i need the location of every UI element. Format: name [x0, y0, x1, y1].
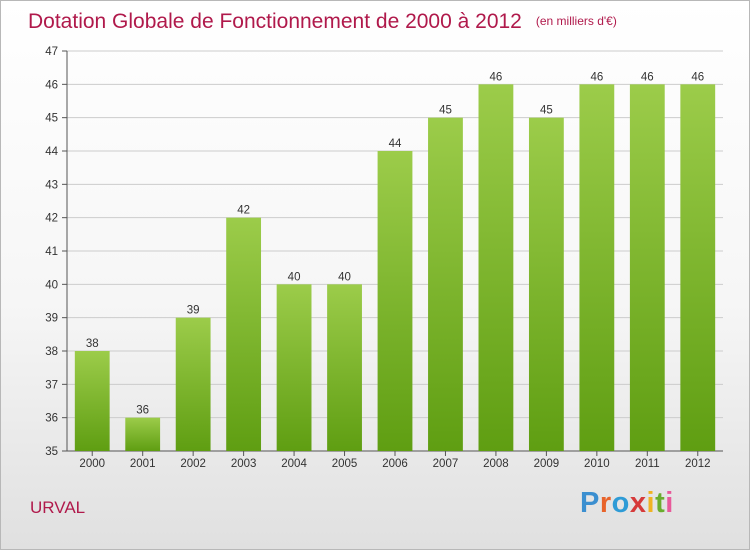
logo-letter: i: [646, 487, 656, 519]
bar-2003: [226, 217, 262, 451]
y-tick-labels: 35 36 37 38 39 40 41 42 43 44 45 46 47: [45, 46, 58, 458]
logo-letter: r: [599, 487, 612, 519]
y-tick-label: 43: [45, 179, 58, 191]
data-label-2006: 44: [389, 138, 402, 150]
bars: [74, 84, 716, 452]
x-tick-label: 2001: [130, 458, 156, 470]
bar-2006: [377, 151, 413, 451]
data-label-2007: 45: [439, 105, 452, 117]
logo-letter: x: [629, 487, 647, 519]
y-tick-label: 38: [45, 346, 58, 358]
data-label-2003: 42: [237, 205, 250, 217]
data-label-2001: 36: [136, 405, 149, 417]
data-label-2010: 46: [590, 71, 603, 83]
data-label-2000: 38: [86, 338, 99, 350]
x-tick-label: 2005: [332, 458, 358, 470]
data-labels: 38 36 39 42 40 40 44 45 46 45 46 46 46: [86, 71, 704, 416]
y-tick-label: 35: [45, 446, 58, 458]
x-tick-label: 2012: [685, 458, 711, 470]
bar-2007: [428, 117, 463, 452]
x-tick-labels: 2000 2001 2002 2003 2004 2005 2006 2007 2008 2009…: [79, 458, 710, 470]
data-label-2011: 46: [641, 71, 654, 83]
chart-title-unit: (en milliers d'€): [535, 14, 617, 28]
y-tick-label: 40: [45, 279, 58, 291]
bar-2002: [175, 317, 211, 451]
x-tick-label: 2008: [483, 458, 509, 470]
data-label-2008: 46: [490, 71, 503, 83]
bar-2004: [276, 284, 312, 451]
x-tick-label: 2004: [281, 458, 307, 470]
bar-2012: [680, 84, 716, 451]
x-tick-label: 2006: [382, 458, 408, 470]
logo-letter: P: [580, 487, 600, 519]
proxiti-logo: Proxiti: [580, 487, 674, 520]
data-label-2012: 46: [691, 71, 704, 83]
x-tick-label: 2003: [231, 458, 257, 470]
x-tick-label: 2000: [79, 458, 105, 470]
bar-2010: [579, 84, 615, 451]
bar-2008: [478, 84, 514, 451]
bar-2009: [528, 117, 564, 452]
x-tick-label: 2010: [584, 458, 610, 470]
y-tick-label: 44: [45, 146, 58, 158]
bar-2011: [629, 84, 665, 451]
y-tick-label: 45: [45, 113, 58, 125]
bar-2001: [125, 417, 161, 451]
chart-title: Dotation Globale de Fonctionnement de 20…: [28, 10, 617, 34]
data-label-2002: 39: [187, 305, 200, 317]
y-tick-label: 36: [45, 413, 58, 425]
y-tick-label: 37: [45, 379, 58, 391]
bar-2005: [327, 284, 362, 451]
data-label-2004: 40: [288, 271, 301, 283]
commune-name: URVAL: [30, 498, 86, 517]
bar-2000: [74, 351, 110, 451]
x-tick-label: 2002: [180, 458, 206, 470]
logo-letter: o: [611, 487, 630, 519]
y-tick-label: 46: [45, 79, 58, 91]
x-tick-label: 2011: [635, 458, 660, 470]
x-tick-label: 2009: [534, 458, 560, 470]
y-tick-label: 39: [45, 313, 58, 325]
logo-letter: i: [665, 487, 674, 519]
data-label-2005: 40: [338, 271, 351, 283]
x-tick-label: 2007: [433, 458, 459, 470]
data-label-2009: 45: [540, 105, 553, 117]
y-tick-label: 47: [45, 46, 58, 58]
logo-letter: t: [655, 487, 666, 519]
chart-title-main: Dotation Globale de Fonctionnement de 20…: [28, 10, 522, 33]
y-tick-label: 42: [45, 213, 58, 225]
y-tick-label: 41: [45, 246, 58, 258]
